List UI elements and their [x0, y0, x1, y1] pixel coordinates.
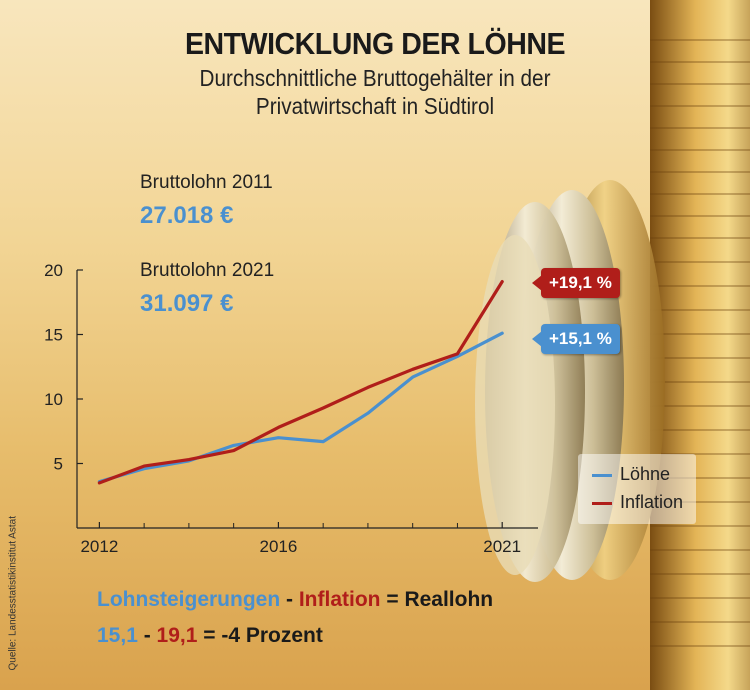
coin-stack-image — [650, 0, 750, 690]
y-tick-label: 20 — [44, 261, 63, 280]
y-tick-label: 10 — [44, 390, 63, 409]
formula-real-wage: Reallohn — [404, 588, 494, 611]
formula-value-equals: = — [197, 624, 222, 647]
legend-label-wages: Löhne — [620, 464, 671, 484]
formula-value-result: -4 Prozent — [221, 624, 323, 647]
formula-value-minus: - — [137, 624, 157, 647]
wages-end-label: +15,1 % — [549, 329, 612, 348]
chart-subtitle-line2: Privatwirtschaft in Südtirol — [255, 93, 495, 119]
formula-equals: = — [380, 588, 405, 611]
x-tick-label: 2012 — [80, 537, 118, 556]
formula-value-inflation: 19,1 — [156, 624, 198, 647]
formula-line-terms: Lohnsteigerungen - Inflation = Reallohn — [97, 588, 493, 612]
formula-inflation: Inflation — [298, 588, 381, 611]
stat-label-2021: Bruttolohn 2021 — [140, 260, 275, 281]
x-tick-label: 2016 — [259, 537, 297, 556]
chart-subtitle-line1: Durchschnittliche Bruttogehälter in der — [199, 65, 551, 91]
stat-label-2011: Bruttolohn 2011 — [140, 172, 273, 193]
formula-wage-increase: Lohnsteigerungen — [97, 588, 281, 611]
stat-value-2011: 27.018 € — [140, 202, 234, 229]
y-tick-label: 5 — [54, 455, 63, 474]
chart-title: ENTWICKLUNG DER LÖHNE — [184, 26, 566, 61]
series-line-wages — [97, 331, 504, 484]
x-tick-label: 2021 — [483, 537, 521, 556]
series-line-inflation — [97, 280, 504, 485]
chart-legend: Löhne Inflation — [578, 454, 696, 524]
formula-minus: - — [280, 588, 299, 611]
source-note: Quelle: Landesstatistikinstitut Astat — [7, 515, 19, 671]
legend-swatch-wages — [592, 473, 612, 477]
y-tick-label: 15 — [44, 326, 63, 345]
stat-value-2021: 31.097 € — [140, 290, 234, 317]
wages-end-badge: +15,1 % — [532, 324, 620, 354]
legend-label-inflation: Inflation — [620, 492, 684, 512]
inflation-end-label: +19,1 % — [549, 273, 612, 292]
formula-line-values: 15,1 - 19,1 = -4 Prozent — [97, 624, 323, 648]
legend-item-inflation: Inflation — [592, 492, 683, 513]
legend-swatch-inflation — [592, 501, 612, 505]
formula-value-wages: 15,1 — [97, 624, 138, 647]
inflation-end-badge: +19,1 % — [532, 268, 620, 298]
legend-item-wages: Löhne — [592, 464, 670, 485]
